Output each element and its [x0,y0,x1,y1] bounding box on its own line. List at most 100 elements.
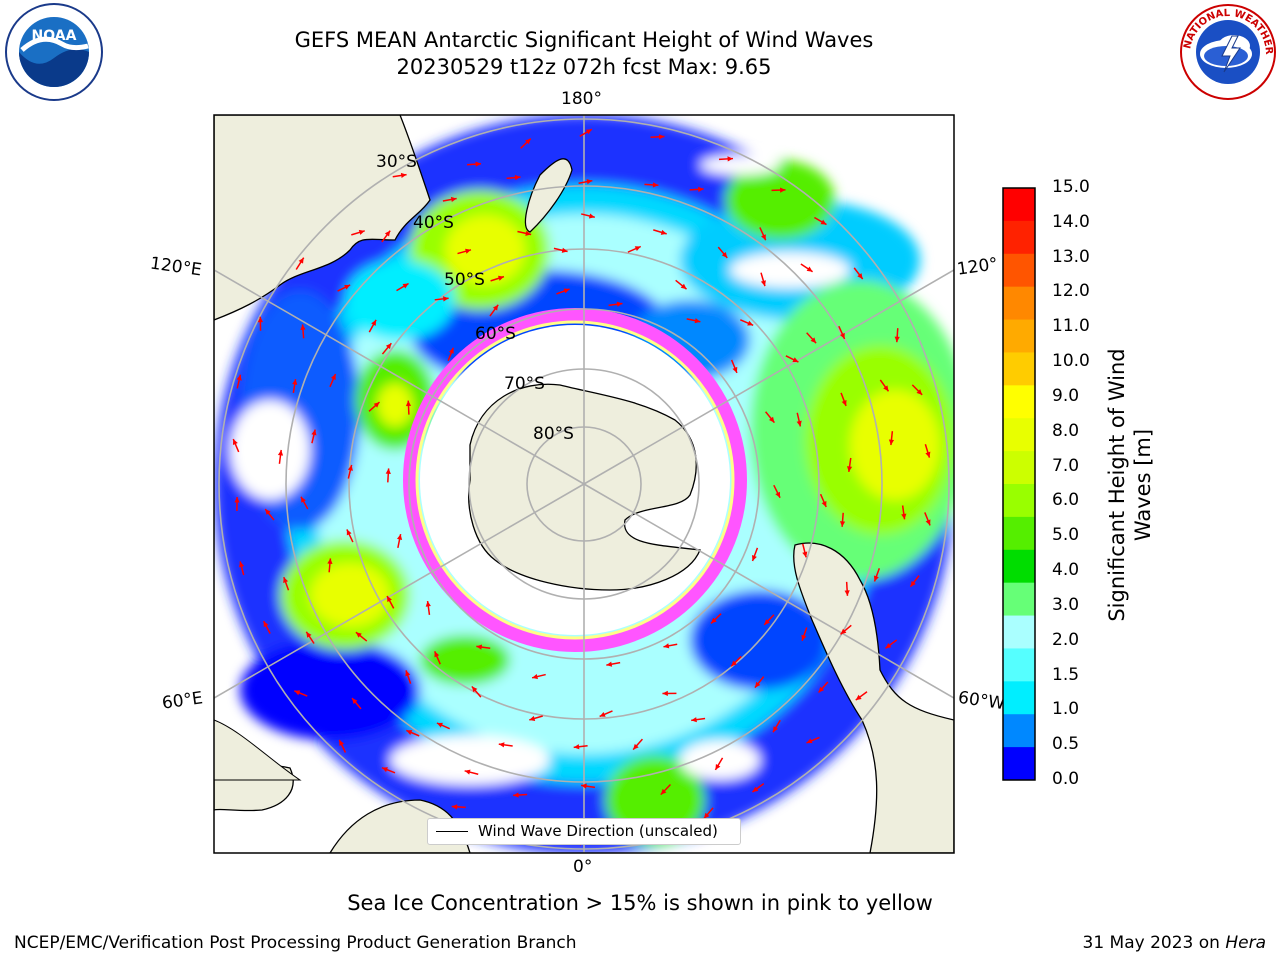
lat-label-30s: 30°S [376,152,417,172]
wave-direction-arrowhead [525,138,531,145]
wave-direction-arrowhead [792,357,799,363]
wave-direction-arrowhead [806,738,813,744]
wave-direction-arrowhead [841,399,847,406]
sea-ice-edge [403,308,747,652]
colorbar-tick-label: 1.0 [1052,699,1080,720]
colorbar-tick-label: 2.0 [1052,629,1080,650]
wave-direction-arrowhead [751,554,757,561]
wave-direction-arrowhead [347,464,353,471]
colorbar-tick-label: 0.0 [1052,769,1080,789]
wave-direction-arrowhead [810,337,817,344]
wave-direction-arrowhead [306,631,312,638]
wave-direction-arrowhead [450,196,457,203]
wave-direction-arrowhead [513,792,519,798]
chart-title: GEFS MEAN Antarctic Significant Height o… [294,28,874,52]
wave-direction-arrowhead [371,319,377,326]
wave-direction-arrowhead [385,343,392,350]
wave-direction-arrowhead [840,628,847,635]
wave-direction-arrowhead [780,187,786,193]
colorbar-tick-label: 14.0 [1052,211,1090,232]
wave-direction-arrowhead [839,332,845,339]
colorbar-tick-label: 10.0 [1052,351,1090,372]
wave-direction-arrowhead [232,439,238,446]
colorbar-frame [1002,187,1036,781]
legend-line-swatch [436,831,468,832]
wave-direction-arrowhead [344,284,351,290]
wave-direction-arrowhead [406,730,413,735]
wave-direction-arrowhead [925,519,931,526]
wave-direction-arrowhead [680,283,687,290]
wave-direction-arrowhead [498,742,505,748]
wave-direction-arrowhead [727,156,733,162]
wave-direction-arrowhead [436,722,443,728]
colorbar-cell [1003,681,1035,715]
lat-label-70s: 70°S [504,374,545,394]
wave-direction-arrowhead [387,596,392,603]
wave-direction-arrowhead [464,769,471,775]
footer-date: 31 May 2023 on Hera [1083,933,1267,953]
wave-direction-arrowhead [346,529,352,536]
wave-direction-arrowhead [885,643,892,649]
wave-direction-arrowhead [633,743,639,750]
wave-direction-arrowhead [442,296,449,302]
colorbar-tick-label: 15.0 [1052,177,1090,197]
wave-direction-arrowhead [821,501,827,508]
wave-direction-arrowhead [839,521,846,527]
wave-direction-arrowhead [761,234,766,241]
wave-direction-arrowhead [294,690,301,696]
wave-direction-arrowhead [384,230,391,237]
colorbar-cell [1003,714,1035,748]
map-frame [213,114,955,854]
lat-label-40s: 40°S [413,213,454,233]
lon-label-0: 0° [573,857,593,877]
colorbar-tick-label: 8.0 [1052,420,1080,441]
wave-direction-arrowhead [660,229,667,235]
colorbar-cell [1003,352,1035,386]
wave-direction-arrowhead [425,601,431,607]
wave-direction-arrowhead [775,491,781,498]
wave-direction-arrowhead [451,804,458,810]
wave-direction-arrowhead [662,690,668,697]
colorbar-cell [1003,516,1035,551]
wave-direction-arrowhead [634,246,641,252]
wave-direction-arrowhead [616,301,623,307]
colorbar-cell [1003,615,1035,649]
wave-direction-arrowhead [471,686,478,693]
wave-direction-arrowhead [731,660,737,667]
wave-direction-arrowhead [773,726,779,733]
wave-direction-arrowhead [434,651,440,658]
colorbar-cell [1003,549,1035,584]
colorbar-tick-label: 5.0 [1052,525,1080,546]
colorbar-tick-label: 9.0 [1052,385,1080,406]
lat-label-80s: 80°S [533,424,574,444]
chart-subtitle: 20230529 t12z 072h fcst Max: 9.65 [396,55,772,79]
wave-direction-arrowhead [465,248,471,254]
wave-direction-arrowhead [339,739,345,746]
wave-direction-arrowhead [901,513,907,520]
wave-direction-arrowhead [563,288,570,294]
footer-host: Hera [1225,933,1266,953]
wave-direction-arrowhead [754,681,761,688]
wave-direction-arrowhead [586,179,593,185]
wave-direction-arrowhead [292,379,298,385]
wave-direction-arrowhead [606,661,613,667]
wave-direction-arrowhead [760,280,766,287]
colorbar-tick-label: 0.5 [1052,734,1080,755]
map-legend: Wind Wave Direction (unscaled) [427,818,741,845]
wave-direction-arrowhead [796,420,802,427]
wave-direction-arrowhead [381,767,388,773]
lon-label-180: 180° [561,89,602,109]
wave-direction-arrowhead [883,385,889,392]
nws-logo: NATIONAL WEATHER SERVICE [1178,2,1276,100]
wave-direction-arrowhead [573,744,580,750]
wave-direction-arrowhead [663,643,670,649]
wave-direction-arrowhead [476,644,483,650]
wave-direction-arrowhead [599,711,606,717]
wave-direction-arrowhead [715,763,721,770]
colorbar-cell [1003,418,1035,452]
wave-direction-arrowhead [358,229,365,235]
wave-direction-arrowhead [529,715,536,721]
wave-direction-arrowhead [585,129,592,135]
wave-direction-arrowhead [652,182,659,188]
wave-direction-arrowhead [698,186,704,192]
